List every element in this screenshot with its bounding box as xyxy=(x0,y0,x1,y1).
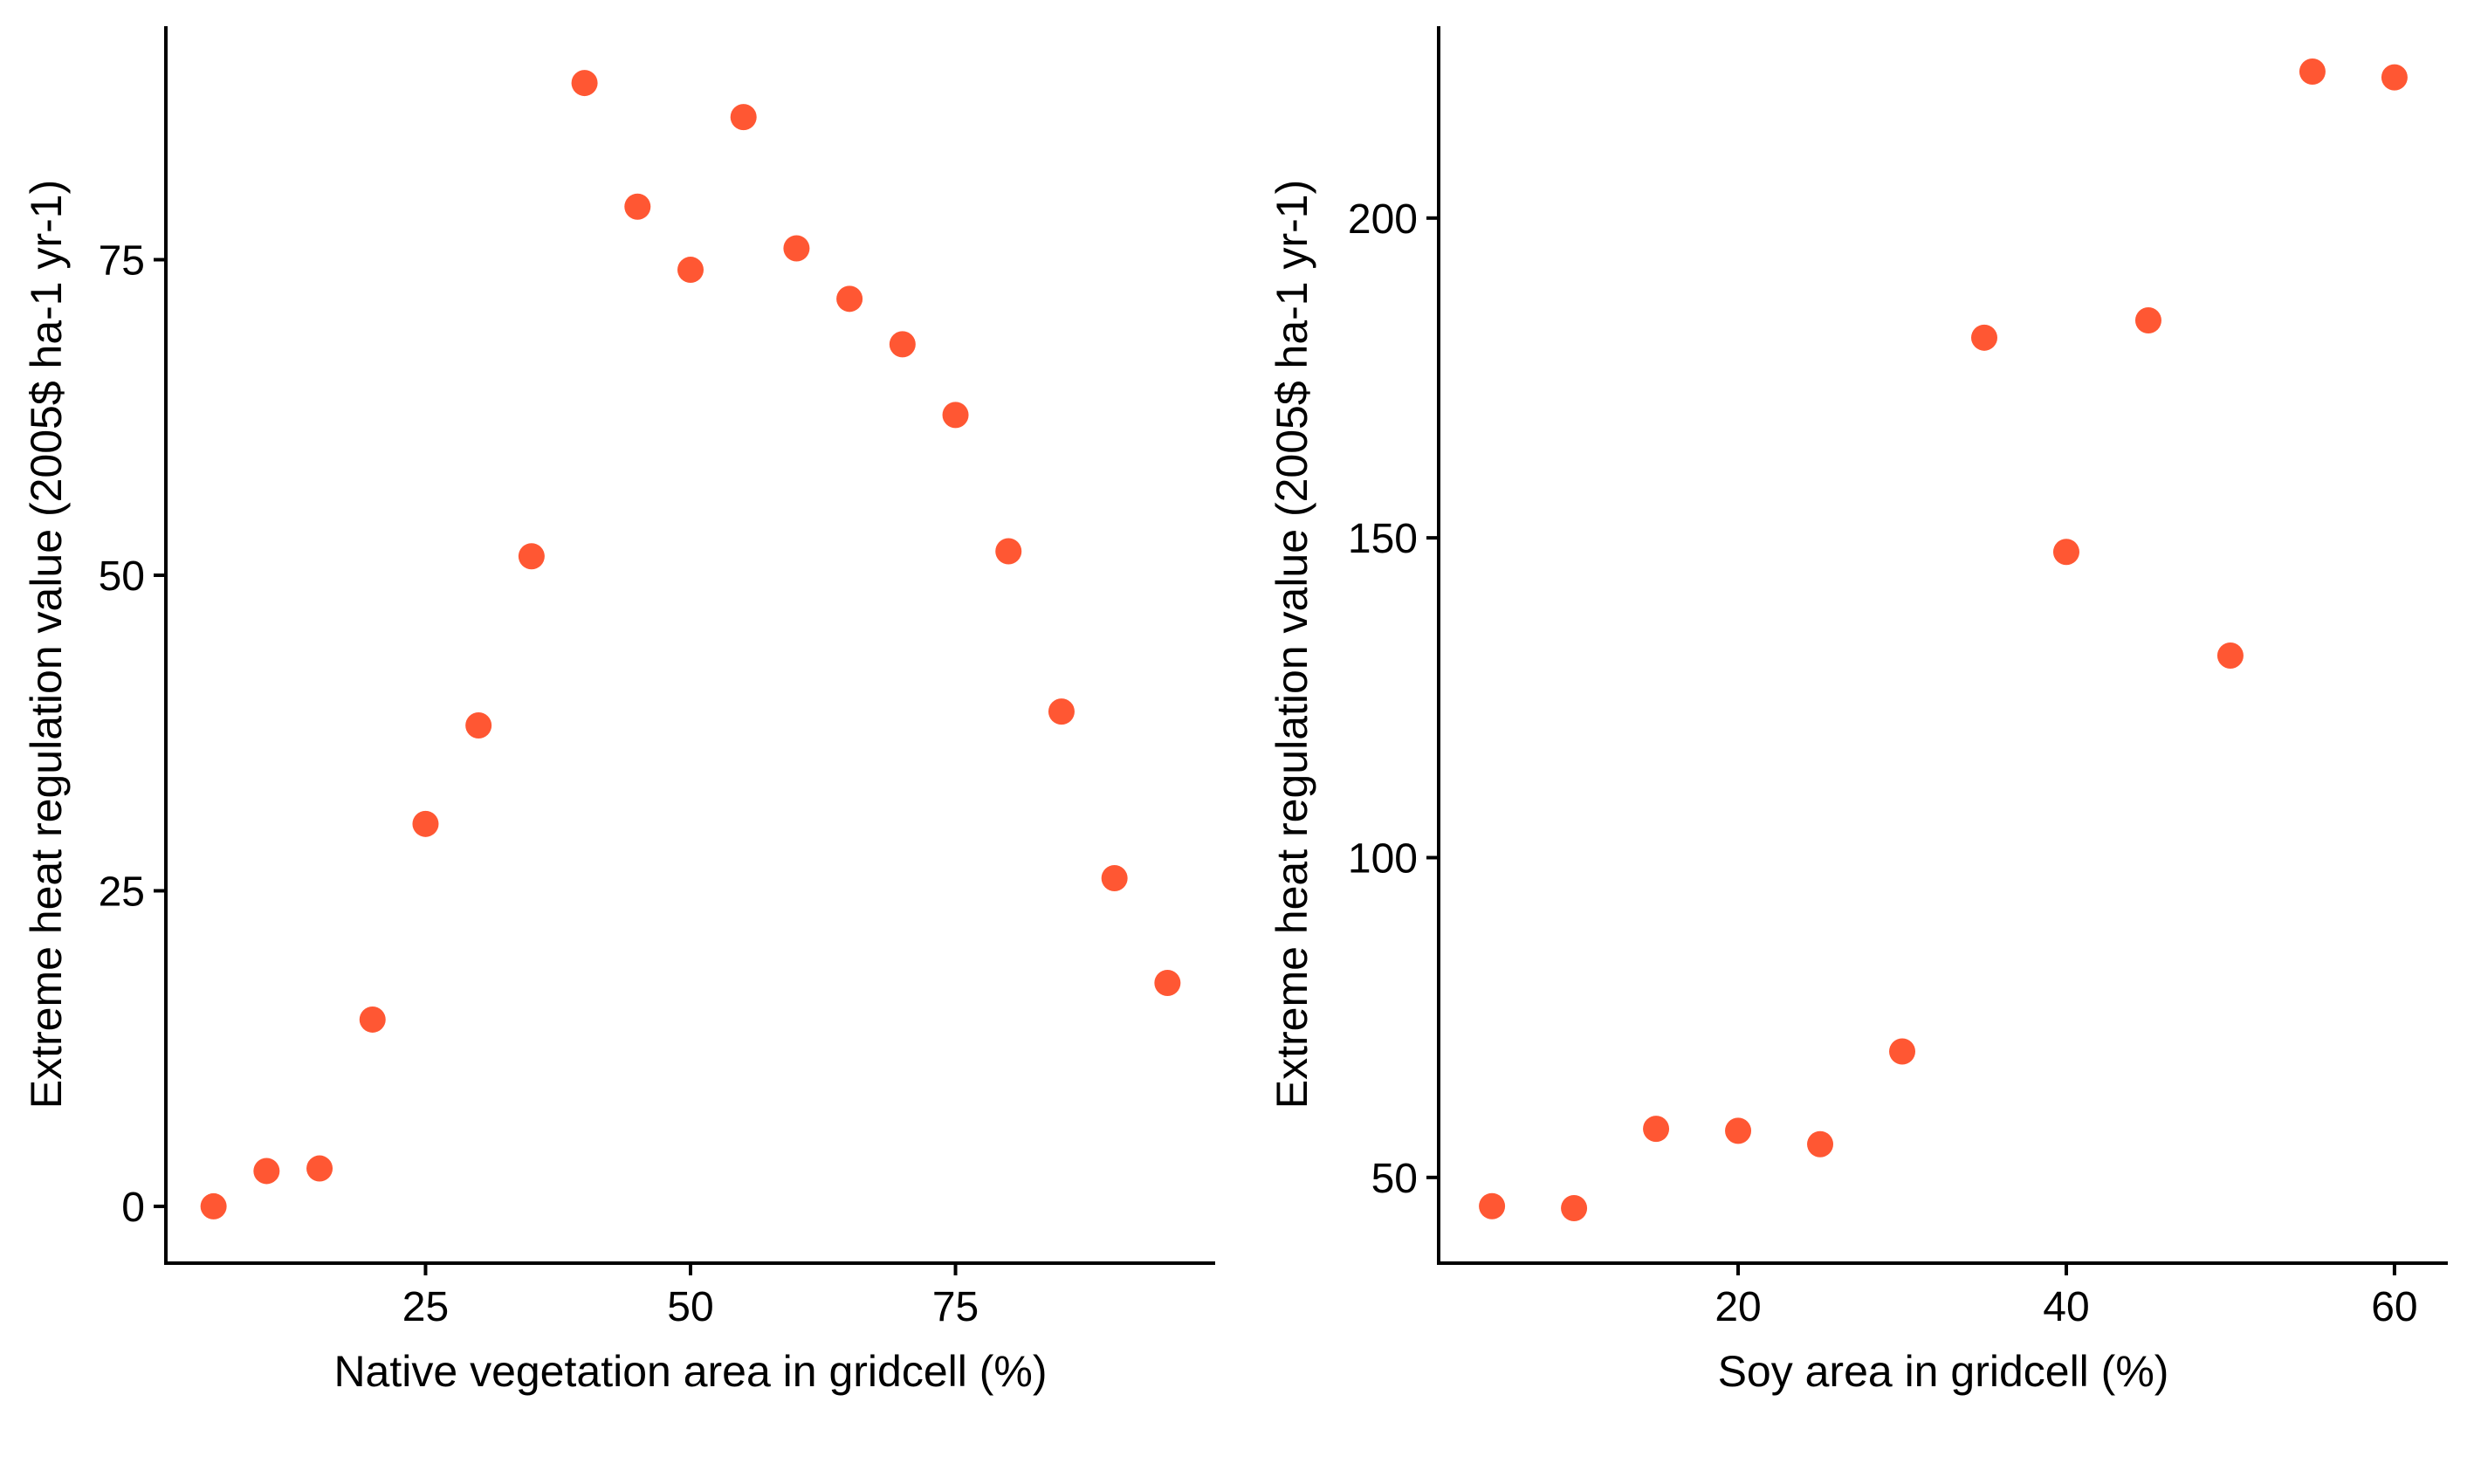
left-x-ticks: 25 50 75 xyxy=(402,1263,979,1330)
left-x-tick-label: 75 xyxy=(932,1284,979,1330)
left-y-tick-label: 50 xyxy=(99,553,145,600)
left-data-point xyxy=(995,538,1022,565)
left-x-tick-label: 50 xyxy=(667,1284,713,1330)
right-x-tick-label: 20 xyxy=(1715,1284,1761,1330)
right-data-point xyxy=(1479,1192,1506,1219)
left-data-point xyxy=(359,1006,386,1033)
right-data-point xyxy=(2052,539,2079,566)
left-data-point xyxy=(1154,970,1181,997)
left-data-point xyxy=(730,104,757,131)
left-y-tick-label: 0 xyxy=(121,1185,145,1231)
left-data-point xyxy=(942,402,969,429)
right-y-tick-label: 50 xyxy=(1371,1156,1418,1202)
right-data-point xyxy=(1725,1117,1752,1144)
right-x-tick-label: 40 xyxy=(2043,1284,2089,1330)
left-y-tick-label: 25 xyxy=(99,869,145,915)
right-y-tick-label: 150 xyxy=(1348,516,1418,562)
right-x-tick-label: 60 xyxy=(2371,1284,2417,1330)
left-data-point xyxy=(1101,864,1128,891)
left-data-point xyxy=(889,331,916,358)
right-y-ticks: 50 100 150 200 xyxy=(1348,196,1439,1202)
right-scatter-panel: 50 100 150 200 20 40 60 Soy area in gridcell … xyxy=(1268,26,2448,1396)
right-x-axis-title: Soy area in gridcell (%) xyxy=(1718,1347,2169,1396)
left-x-axis-title: Native vegetation area in gridcell (%) xyxy=(333,1347,1047,1396)
right-data-point xyxy=(1889,1038,1916,1065)
left-data-point xyxy=(200,1192,227,1219)
right-data-point xyxy=(1643,1116,1670,1143)
left-x-tick-label: 25 xyxy=(402,1284,449,1330)
left-data-point xyxy=(465,712,492,739)
left-data-point xyxy=(253,1158,280,1185)
right-data-point xyxy=(2134,307,2161,334)
left-data-point xyxy=(677,257,704,284)
right-data-point xyxy=(2381,64,2408,91)
left-data-point xyxy=(412,810,439,837)
left-data-point xyxy=(836,285,863,313)
left-scatter-panel: 0 25 50 75 25 50 75 Native vegetation area in… xyxy=(22,26,1215,1396)
right-data-point xyxy=(1970,324,1997,351)
left-data-point xyxy=(571,70,598,97)
right-data-point xyxy=(2216,642,2244,669)
left-data-point xyxy=(1048,698,1075,725)
right-data-points xyxy=(1479,58,2408,1221)
left-y-axis-title: Extreme heat regulation value (2005$ ha-… xyxy=(22,180,71,1109)
right-data-point xyxy=(2299,58,2326,86)
left-data-point xyxy=(624,193,651,220)
left-data-point xyxy=(306,1155,333,1182)
right-x-ticks: 20 40 60 xyxy=(1715,1263,2418,1330)
left-y-tick-label: 75 xyxy=(99,237,145,284)
left-data-point xyxy=(518,543,545,570)
right-y-tick-label: 100 xyxy=(1348,835,1418,882)
left-data-points xyxy=(200,70,1181,1219)
right-data-point xyxy=(1561,1194,1588,1221)
left-y-ticks: 0 25 50 75 xyxy=(99,237,166,1231)
left-data-point xyxy=(783,235,810,262)
right-data-point xyxy=(1807,1130,1834,1158)
right-y-axis-title: Extreme heat regulation value (2005$ ha-… xyxy=(1268,180,1316,1109)
right-y-tick-label: 200 xyxy=(1348,196,1418,243)
